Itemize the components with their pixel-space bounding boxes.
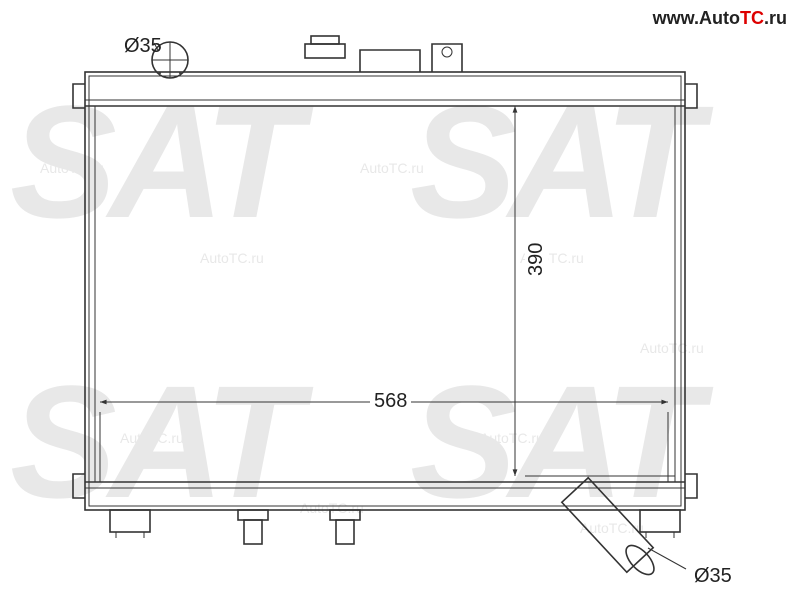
source-url: www.AutoTC.ru [653,8,787,29]
url-auto: Auto [699,8,740,28]
url-www: www. [653,8,699,28]
dimension-width-label: 568 [370,390,411,413]
url-ru: .ru [764,8,787,28]
radiator-diagram [0,0,799,600]
diameter-top-label: Ø35 [120,35,166,58]
diameter-bottom-label: Ø35 [690,565,736,588]
url-tc: TC [740,8,764,28]
dimension-height-label: 390 [525,239,548,280]
